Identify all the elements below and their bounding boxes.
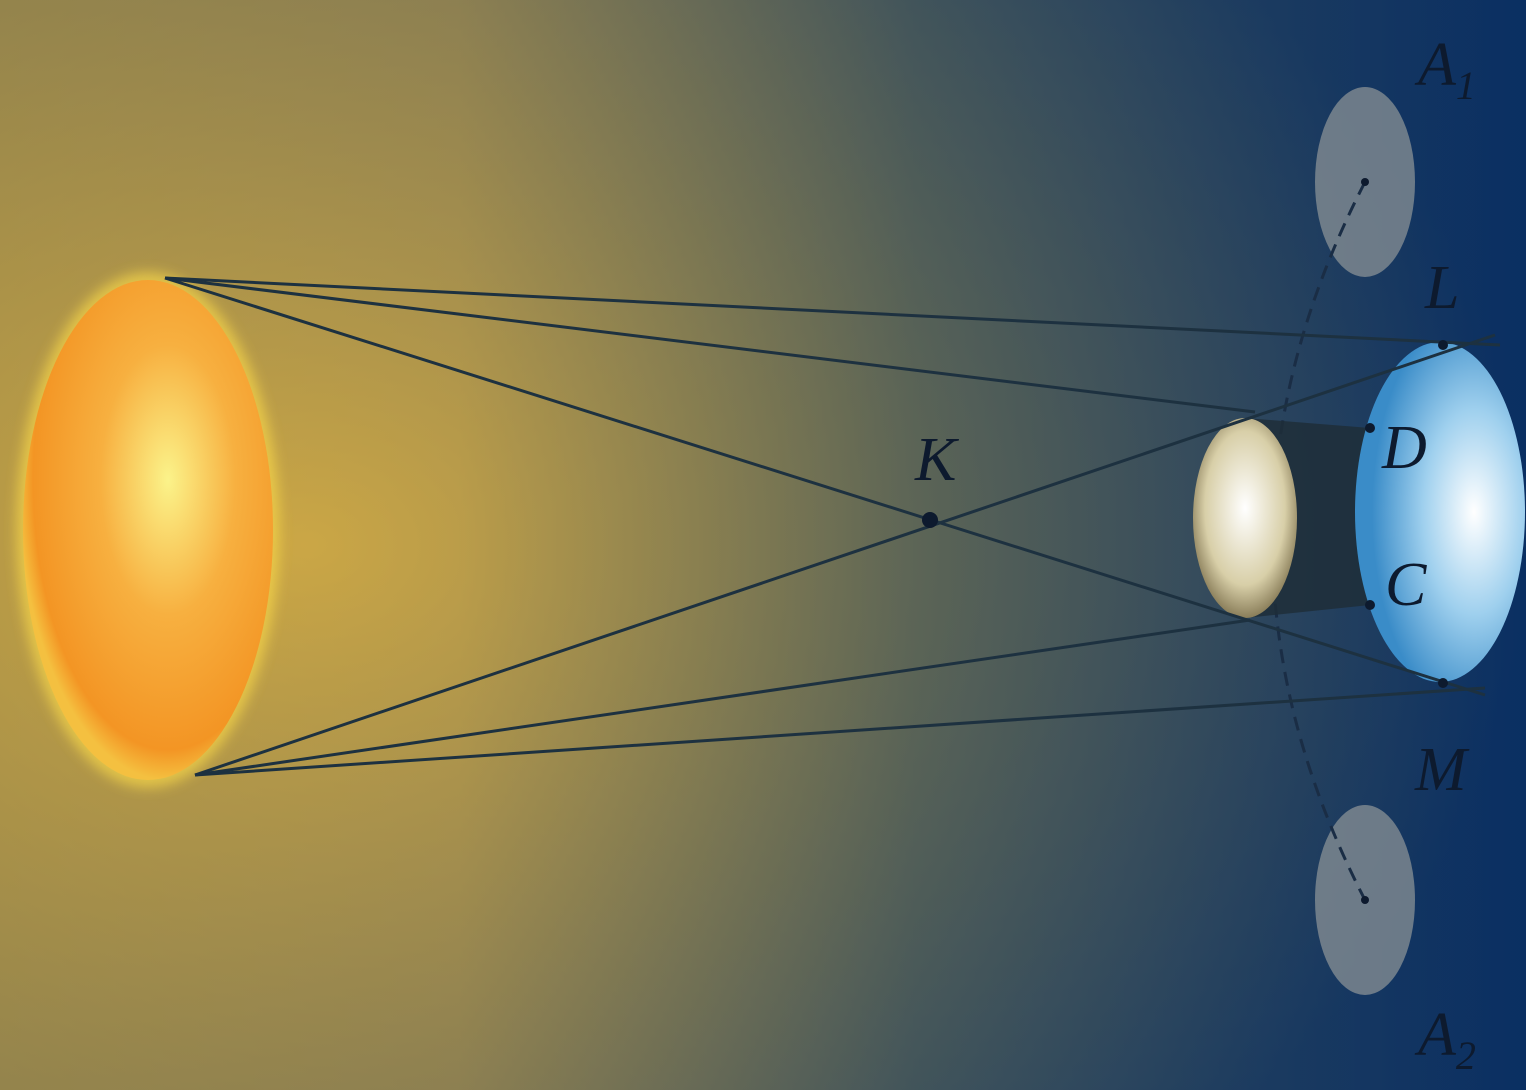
label: K	[914, 426, 960, 494]
point	[1438, 678, 1448, 688]
label-sub: 1	[1456, 63, 1476, 108]
earth	[1355, 342, 1525, 682]
label-sub: 2	[1456, 1033, 1476, 1078]
eclipse-diagram: A1 L K D C M A2	[0, 0, 1526, 1090]
label: D	[1381, 414, 1427, 482]
point	[922, 512, 938, 528]
point	[1365, 423, 1375, 433]
point	[1361, 178, 1369, 186]
label: M	[1414, 736, 1470, 804]
point	[1361, 896, 1369, 904]
label: L	[1424, 254, 1459, 322]
label: C	[1385, 551, 1427, 619]
moon	[1193, 418, 1297, 618]
point	[1365, 600, 1375, 610]
point	[1438, 340, 1448, 350]
sun	[23, 280, 273, 780]
label-text: A	[1414, 31, 1457, 99]
label-text: A	[1414, 1001, 1457, 1069]
